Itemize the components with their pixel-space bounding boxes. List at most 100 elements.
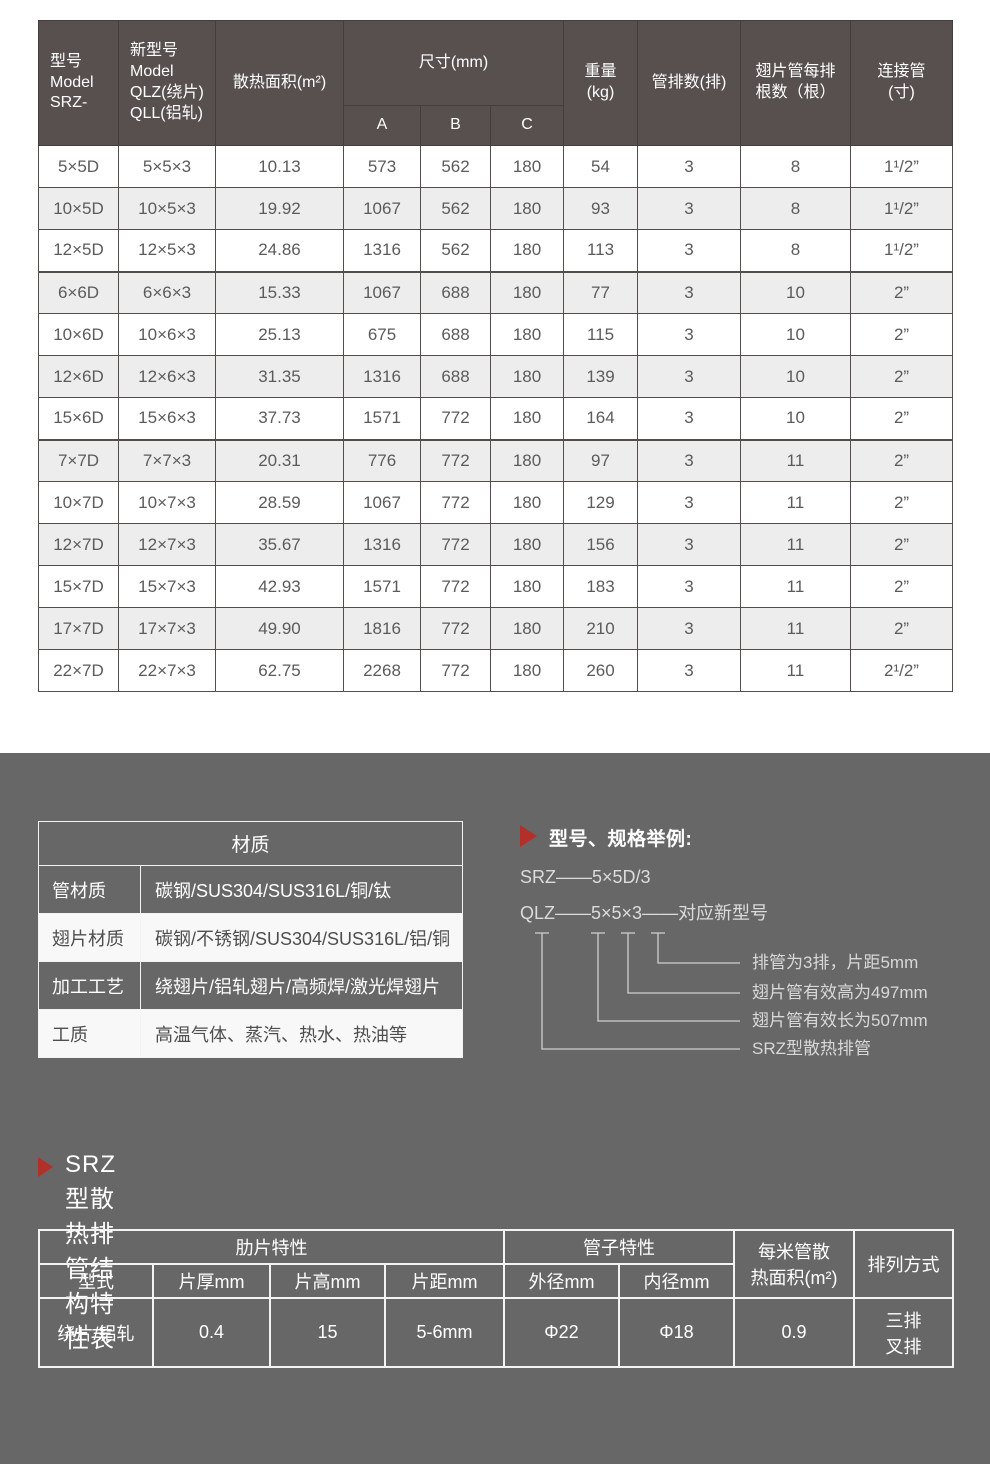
cell-area: 62.75 bbox=[215, 649, 344, 692]
cell-tube-rows: 3 bbox=[637, 649, 741, 692]
cell-size-c: 180 bbox=[490, 187, 564, 230]
cell-size-b: 562 bbox=[420, 229, 491, 273]
cell-size-a: 1067 bbox=[343, 271, 421, 314]
cell-model: 15×7D bbox=[38, 565, 119, 608]
cell-size-c: 180 bbox=[490, 607, 564, 650]
col-header-size-b: B bbox=[420, 105, 491, 146]
material-label: 加工工艺 bbox=[38, 961, 141, 1010]
cell-tube-rows: 3 bbox=[637, 229, 741, 273]
table-row: 10×6D 10×6×3 25.13 675 688 180 115 3 10 … bbox=[38, 313, 953, 356]
cell-model: 7×7D bbox=[38, 439, 119, 482]
cell-tube-rows: 3 bbox=[637, 523, 741, 566]
col-header-fin-thickness: 片厚mm bbox=[152, 1263, 271, 1299]
cell-connector: 2” bbox=[850, 313, 953, 356]
cell-weight: 139 bbox=[563, 355, 638, 398]
cell-model: 15×6D bbox=[38, 397, 119, 441]
spec-table-section: 型号 Model SRZ- 新型号 Model QLZ(绕片) QLL(铝轧) … bbox=[0, 0, 990, 692]
cell-size-c: 180 bbox=[490, 565, 564, 608]
red-triangle-icon bbox=[520, 825, 537, 847]
dark-info-section: 材质 管材质 碳钢/SUS304/SUS316L/铜/钛 翅片材质 碳钢/不锈钢… bbox=[0, 753, 990, 1464]
cell-outer-diameter: Φ22 bbox=[503, 1297, 620, 1368]
cell-model: 10×6D bbox=[38, 313, 119, 356]
cell-new-model: 10×6×3 bbox=[118, 313, 216, 356]
cell-area: 35.67 bbox=[215, 523, 344, 566]
material-value: 碳钢/不锈钢/SUS304/SUS316L/铝/铜 bbox=[139, 913, 464, 962]
cell-area: 42.93 bbox=[215, 565, 344, 608]
table-row: 12×6D 12×6×3 31.35 1316 688 180 139 3 10… bbox=[38, 355, 953, 398]
cell-model: 10×5D bbox=[38, 187, 119, 230]
cell-size-b: 772 bbox=[420, 649, 491, 692]
material-label: 工质 bbox=[38, 1009, 141, 1058]
cell-area: 31.35 bbox=[215, 355, 344, 398]
cell-area: 28.59 bbox=[215, 481, 344, 524]
cell-model: 6×6D bbox=[38, 271, 119, 314]
materials-table-body: 管材质 碳钢/SUS304/SUS316L/铜/钛 翅片材质 碳钢/不锈钢/SU… bbox=[38, 865, 464, 1058]
cell-weight: 156 bbox=[563, 523, 638, 566]
table-row: 7×7D 7×7×3 20.31 776 772 180 97 3 11 2” bbox=[38, 439, 953, 482]
cell-tube-rows: 3 bbox=[637, 271, 741, 314]
connector-lines bbox=[535, 932, 740, 1050]
table-row: 6×6D 6×6×3 15.33 1067 688 180 77 3 10 2” bbox=[38, 271, 953, 314]
material-label: 翅片材质 bbox=[38, 913, 141, 962]
cell-area: 20.31 bbox=[215, 439, 344, 482]
cell-connector: 1¹/2” bbox=[850, 187, 953, 230]
cell-size-a: 675 bbox=[343, 313, 421, 356]
col-header-weight: 重量 (kg) bbox=[563, 20, 638, 146]
cell-fins-per-row: 8 bbox=[740, 187, 851, 230]
cell-area: 49.90 bbox=[215, 607, 344, 650]
cell-new-model: 15×6×3 bbox=[118, 397, 216, 441]
cell-size-b: 772 bbox=[420, 523, 491, 566]
cell-model: 10×7D bbox=[38, 481, 119, 524]
cell-fins-per-row: 10 bbox=[740, 355, 851, 398]
cell-size-a: 1316 bbox=[343, 523, 421, 566]
cell-size-c: 180 bbox=[490, 229, 564, 273]
cell-new-model: 6×6×3 bbox=[118, 271, 216, 314]
cell-tube-rows: 3 bbox=[637, 607, 741, 650]
characteristics-table: 肋片特性 管子特性 每米管散 热面积(m²) 排列方式 型式 片厚mm 片高mm… bbox=[38, 1229, 954, 1368]
cell-tube-rows: 3 bbox=[637, 565, 741, 608]
cell-fins-per-row: 11 bbox=[740, 439, 851, 482]
col-header-connector: 连接管 (寸) bbox=[850, 20, 953, 146]
table-row: 5×5D 5×5×3 10.13 573 562 180 54 3 8 1¹/2… bbox=[38, 145, 953, 188]
col-header-per-meter-area: 每米管散 热面积(m²) bbox=[733, 1229, 855, 1299]
whitespace-gap bbox=[0, 1464, 990, 1479]
annotation-srz-type: SRZ型散热排管 bbox=[752, 1039, 871, 1058]
col-header-fins-per-row: 翅片管每排 根数（根） bbox=[740, 20, 851, 146]
cell-size-c: 180 bbox=[490, 313, 564, 356]
cell-connector: 2” bbox=[850, 397, 953, 441]
cell-new-model: 7×7×3 bbox=[118, 439, 216, 482]
cell-inner-diameter: Φ18 bbox=[618, 1297, 735, 1368]
cell-size-a: 1067 bbox=[343, 187, 421, 230]
col-header-arrangement: 排列方式 bbox=[853, 1229, 954, 1299]
cell-size-c: 180 bbox=[490, 397, 564, 441]
cell-weight: 97 bbox=[563, 439, 638, 482]
cell-size-a: 1571 bbox=[343, 397, 421, 441]
cell-fin-thickness: 0.4 bbox=[152, 1297, 271, 1368]
cell-size-a: 2268 bbox=[343, 649, 421, 692]
cell-weight: 129 bbox=[563, 481, 638, 524]
spec-table: 型号 Model SRZ- 新型号 Model QLZ(绕片) QLL(铝轧) … bbox=[38, 20, 953, 692]
cell-new-model: 10×5×3 bbox=[118, 187, 216, 230]
example-title: 型号、规格举例: bbox=[549, 829, 693, 850]
cell-new-model: 5×5×3 bbox=[118, 145, 216, 188]
cell-fin-pitch: 5-6mm bbox=[384, 1297, 505, 1368]
group-header-tube: 管子特性 bbox=[503, 1229, 735, 1265]
cell-tube-rows: 3 bbox=[637, 355, 741, 398]
cell-connector: 2” bbox=[850, 271, 953, 314]
cell-weight: 54 bbox=[563, 145, 638, 188]
col-header-new-model: 新型号 Model QLZ(绕片) QLL(铝轧) bbox=[118, 20, 216, 146]
cell-new-model: 12×7×3 bbox=[118, 523, 216, 566]
cell-connector: 2” bbox=[850, 439, 953, 482]
materials-table: 材质 管材质 碳钢/SUS304/SUS316L/铜/钛 翅片材质 碳钢/不锈钢… bbox=[37, 821, 464, 1058]
cell-weight: 183 bbox=[563, 565, 638, 608]
cell-size-a: 573 bbox=[343, 145, 421, 188]
cell-area: 15.33 bbox=[215, 271, 344, 314]
cell-fins-per-row: 10 bbox=[740, 271, 851, 314]
example-model-line-qlz: QLZ——5×5×3——对应新型号 bbox=[520, 903, 769, 923]
cell-new-model: 15×7×3 bbox=[118, 565, 216, 608]
cell-connector: 1¹/2” bbox=[850, 145, 953, 188]
col-header-outer-diameter: 外径mm bbox=[503, 1263, 620, 1299]
cell-new-model: 22×7×3 bbox=[118, 649, 216, 692]
cell-size-b: 772 bbox=[420, 439, 491, 482]
table-row: 管材质 碳钢/SUS304/SUS316L/铜/钛 bbox=[38, 865, 464, 914]
